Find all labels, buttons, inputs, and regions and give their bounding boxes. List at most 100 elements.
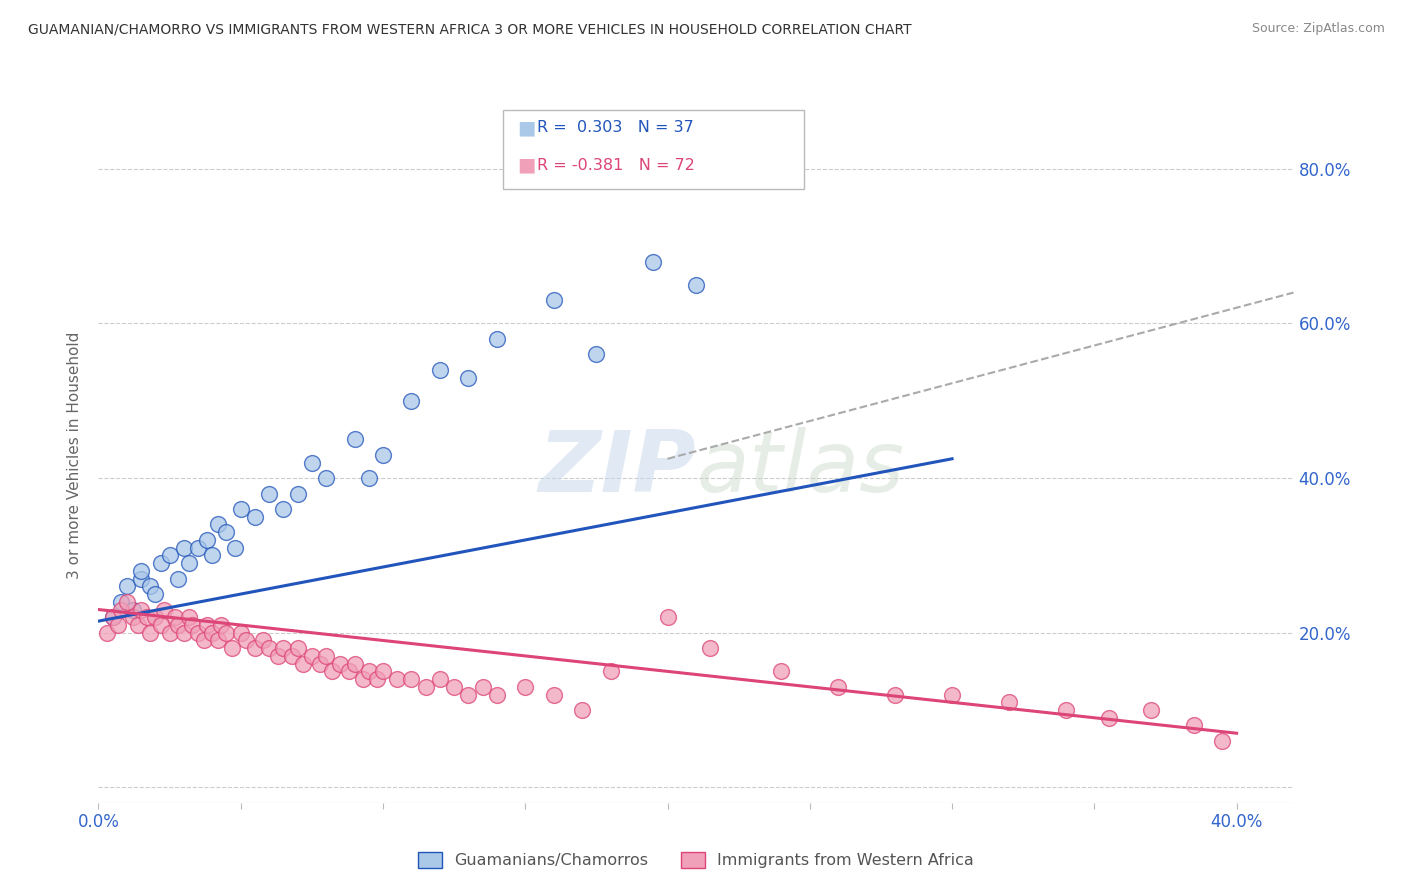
Point [343,657,366,671]
Point [181,618,204,632]
Point [252,633,274,648]
Point [401,672,423,686]
Point [1182,718,1205,732]
Text: R = -0.381   N = 72: R = -0.381 N = 72 [537,158,695,172]
Point [129,602,152,616]
Text: ZIP: ZIP [538,427,696,510]
Point [643,254,665,268]
Point [121,610,143,624]
Point [827,680,849,694]
Point [257,641,280,656]
Point [998,695,1021,709]
Point [287,486,309,500]
Point [337,665,360,679]
Point [1140,703,1163,717]
Point [1054,703,1077,717]
Point [224,541,246,555]
Point [207,633,229,648]
Point [173,541,195,555]
Point [107,618,129,632]
Point [179,556,201,570]
Point [385,672,409,686]
Text: atlas: atlas [696,427,904,510]
Point [941,688,963,702]
Point [229,625,252,640]
Point [443,680,465,694]
Text: ■: ■ [517,118,536,137]
Point [273,502,295,516]
Point [292,657,315,671]
Point [243,509,266,524]
Point [187,541,209,555]
Text: R =  0.303   N = 37: R = 0.303 N = 37 [537,120,693,135]
Point [167,572,190,586]
Point [273,641,295,656]
Point [301,648,323,663]
Point [257,486,280,500]
Point [173,625,195,640]
Point [371,448,394,462]
Point [101,610,124,624]
Point [371,665,394,679]
Point [457,688,479,702]
Point [1097,711,1119,725]
Point [150,556,173,570]
Point [401,393,423,408]
Point [235,633,257,648]
Point [543,688,565,702]
Point [138,625,160,640]
Point [143,610,166,624]
Point [352,672,374,686]
Point [415,680,437,694]
Point [221,641,243,656]
Point [207,517,229,532]
Point [543,293,565,308]
Point [167,618,190,632]
Point [101,610,124,624]
Point [301,456,323,470]
Point [287,641,309,656]
Point [195,618,218,632]
Point [515,680,537,694]
Point [159,549,181,563]
Point [429,672,451,686]
Point [135,610,157,624]
Point [599,665,621,679]
Point [329,657,352,671]
Point [127,618,149,632]
Point [585,347,607,361]
Point [321,665,343,679]
Point [159,625,181,640]
Point [215,625,238,640]
Point [281,648,304,663]
Point [129,564,152,578]
Point [770,665,793,679]
Point [366,672,388,686]
Point [685,277,707,292]
Point [315,648,337,663]
Point [309,657,332,671]
Point [153,602,176,616]
Point [884,688,907,702]
Point [150,618,173,632]
Point [115,579,138,593]
Point [457,370,479,384]
Point [1211,734,1233,748]
Point [357,665,380,679]
Point [138,579,160,593]
Point [209,618,232,632]
Point [201,625,224,640]
Point [571,703,593,717]
Point [165,610,187,624]
Point [471,680,494,694]
Point [485,332,508,346]
Point [315,471,337,485]
Point [429,363,451,377]
Point [110,595,132,609]
Point [229,502,252,516]
Point [657,610,679,624]
Point [195,533,218,547]
Point [179,610,201,624]
Point [267,648,290,663]
Point [699,641,721,656]
